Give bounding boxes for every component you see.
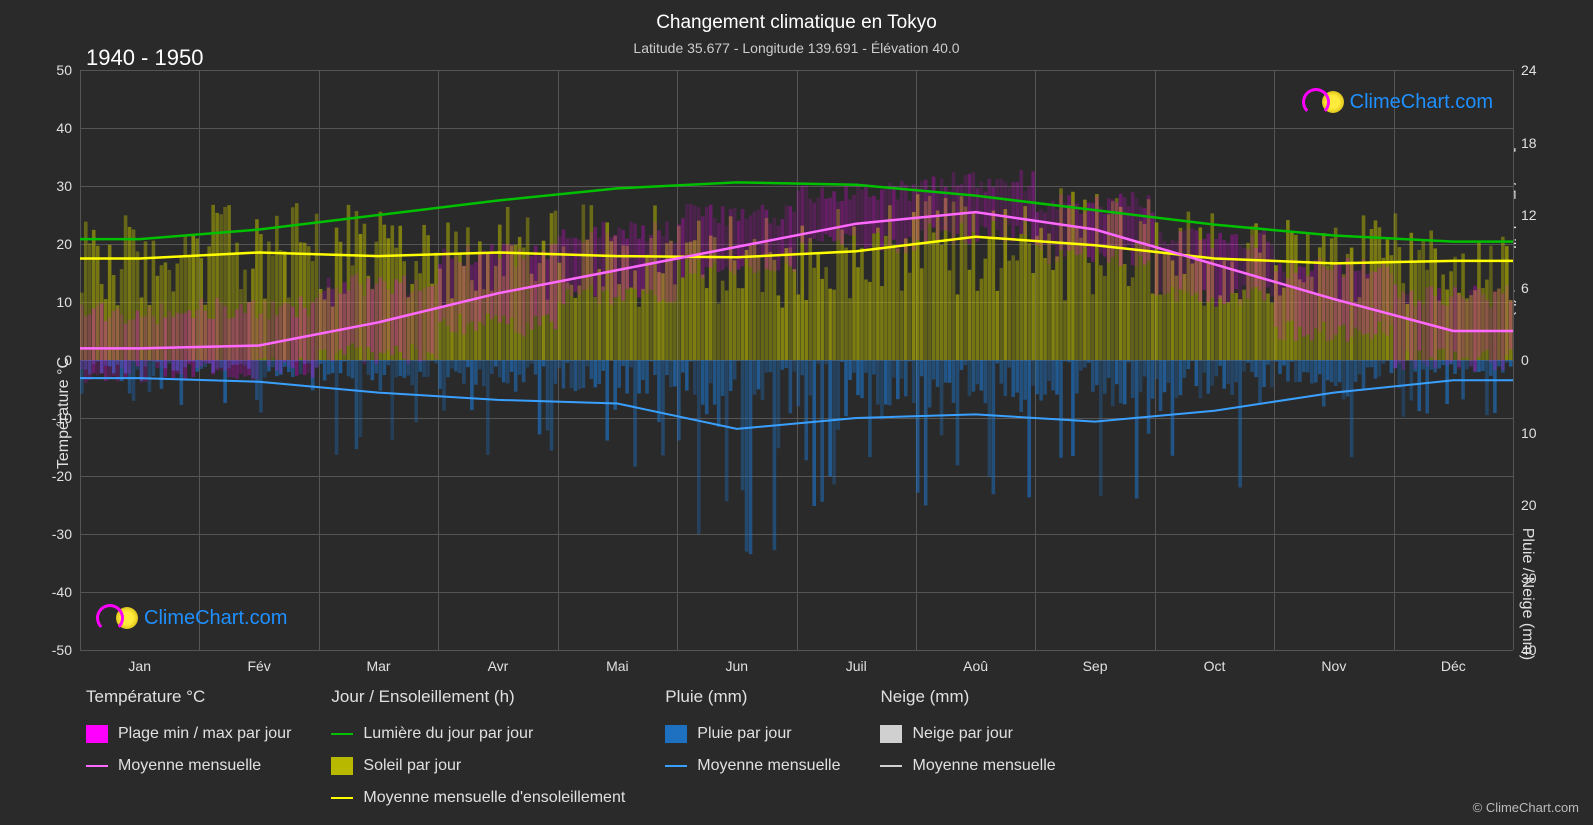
legend-label: Neige par jour	[912, 725, 1013, 743]
legend-swatch	[86, 765, 108, 767]
tick-left: 30	[56, 178, 80, 194]
y-right-bottom-axis-label: Pluie / Neige (mm)	[1518, 528, 1536, 660]
legend-item: Moyenne mensuelle	[880, 757, 1055, 775]
tick-right: 20	[1513, 497, 1537, 513]
tick-left: 50	[56, 62, 80, 78]
legend-item: Moyenne mensuelle d'ensoleillement	[331, 789, 625, 807]
tick-right: 0	[1513, 352, 1529, 368]
tick-left: -20	[52, 468, 80, 484]
legend-swatch	[880, 725, 902, 743]
legend-group: Neige (mm) Neige par jour Moyenne mensuell…	[880, 687, 1055, 807]
tick-bottom: Oct	[1204, 650, 1226, 674]
logo-c-icon	[96, 604, 124, 632]
legend-label: Moyenne mensuelle	[697, 757, 840, 775]
legend-label: Soleil par jour	[363, 757, 461, 775]
chart-subtitle: Latitude 35.677 - Longitude 139.691 - Él…	[0, 40, 1593, 56]
legend-header: Neige (mm)	[880, 687, 1055, 707]
tick-left: 40	[56, 120, 80, 136]
tick-right: 18	[1513, 135, 1537, 151]
legend-item: Neige par jour	[880, 725, 1055, 743]
tick-bottom: Mar	[366, 650, 390, 674]
plot-area: ClimeChart.com ClimeChart.com -50-40-30-…	[80, 70, 1513, 650]
legend-swatch	[331, 757, 353, 775]
tick-left: -30	[52, 526, 80, 542]
tick-right: 12	[1513, 207, 1537, 223]
legend: Température °C Plage min / max par jour Mo…	[86, 687, 1513, 807]
chart-title: Changement climatique en Tokyo	[0, 12, 1593, 34]
period-label: 1940 - 1950	[86, 45, 203, 71]
tick-left: -50	[52, 642, 80, 658]
legend-group: Pluie (mm) Pluie par jour Moyenne mensuell…	[665, 687, 840, 807]
legend-item: Pluie par jour	[665, 725, 840, 743]
tick-right: 24	[1513, 62, 1537, 78]
watermark-bottom: ClimeChart.com	[96, 604, 287, 632]
copyright: © ClimeChart.com	[1473, 800, 1579, 815]
legend-header: Jour / Ensoleillement (h)	[331, 687, 625, 707]
tick-bottom: Fév	[247, 650, 270, 674]
legend-label: Lumière du jour par jour	[363, 725, 533, 743]
legend-swatch	[331, 733, 353, 735]
legend-header: Pluie (mm)	[665, 687, 840, 707]
tick-left: 0	[64, 352, 80, 368]
legend-swatch	[86, 725, 108, 743]
tick-bottom: Déc	[1441, 650, 1466, 674]
chart-svg	[80, 70, 1513, 650]
legend-label: Plage min / max par jour	[118, 725, 291, 743]
legend-item: Moyenne mensuelle	[665, 757, 840, 775]
tick-left: -40	[52, 584, 80, 600]
tick-left: 10	[56, 294, 80, 310]
tick-bottom: Avr	[488, 650, 509, 674]
watermark-text: ClimeChart.com	[1350, 91, 1493, 114]
legend-item: Moyenne mensuelle	[86, 757, 291, 775]
tick-right: 40	[1513, 642, 1537, 658]
legend-header: Température °C	[86, 687, 291, 707]
tick-bottom: Jun	[725, 650, 748, 674]
legend-item: Plage min / max par jour	[86, 725, 291, 743]
legend-item: Soleil par jour	[331, 757, 625, 775]
tick-bottom: Mai	[606, 650, 629, 674]
legend-label: Moyenne mensuelle	[118, 757, 261, 775]
tick-right: 10	[1513, 425, 1537, 441]
tick-bottom: Jan	[128, 650, 151, 674]
legend-item: Lumière du jour par jour	[331, 725, 625, 743]
legend-group: Jour / Ensoleillement (h) Lumière du jour…	[331, 687, 625, 807]
tick-bottom: Aoû	[963, 650, 988, 674]
watermark-top: ClimeChart.com	[1302, 88, 1493, 116]
tick-left: 20	[56, 236, 80, 252]
legend-label: Moyenne mensuelle	[912, 757, 1055, 775]
legend-swatch	[665, 725, 687, 743]
tick-right: 6	[1513, 280, 1529, 296]
tick-bottom: Sep	[1083, 650, 1108, 674]
tick-right: 30	[1513, 570, 1537, 586]
legend-swatch	[331, 797, 353, 799]
watermark-text: ClimeChart.com	[144, 607, 287, 630]
legend-swatch	[665, 765, 687, 767]
tick-bottom: Nov	[1321, 650, 1346, 674]
tick-bottom: Juil	[846, 650, 867, 674]
logo-c-icon	[1302, 88, 1330, 116]
legend-label: Pluie par jour	[697, 725, 791, 743]
legend-label: Moyenne mensuelle d'ensoleillement	[363, 789, 625, 807]
tick-left: -10	[52, 410, 80, 426]
legend-group: Température °C Plage min / max par jour Mo…	[86, 687, 291, 807]
legend-swatch	[880, 765, 902, 767]
